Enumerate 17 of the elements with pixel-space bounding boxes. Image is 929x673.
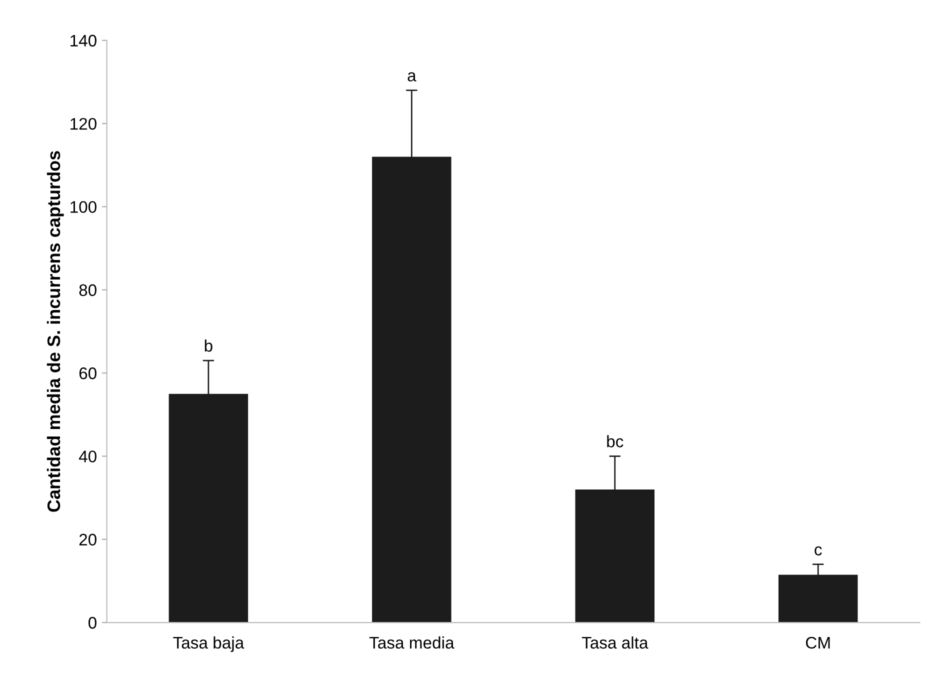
y-tick-label: 40 (78, 450, 96, 462)
y-tick-label: 120 (70, 118, 96, 130)
x-tick-label: Tasa media (369, 636, 454, 649)
annotation: a (408, 72, 416, 82)
x-tick-label: Tasa baja (173, 636, 244, 652)
y-axis-title: Cantidad media de S. incurrens capturdos (46, 151, 64, 512)
y-tick-label: 0 (88, 616, 96, 629)
y-tick-label: 140 (70, 34, 96, 47)
x-tick-label: Tasa alta (582, 636, 648, 649)
annotation: bc (607, 435, 624, 448)
y-tick-label: 80 (79, 284, 96, 296)
annotation: b (204, 339, 212, 352)
y-tick-label: 60 (79, 367, 96, 380)
y-tick-label: 20 (79, 534, 96, 546)
annotation: c (814, 546, 822, 556)
x-tick-label: CM (806, 636, 830, 649)
y-tick-label: 100 (70, 201, 96, 213)
